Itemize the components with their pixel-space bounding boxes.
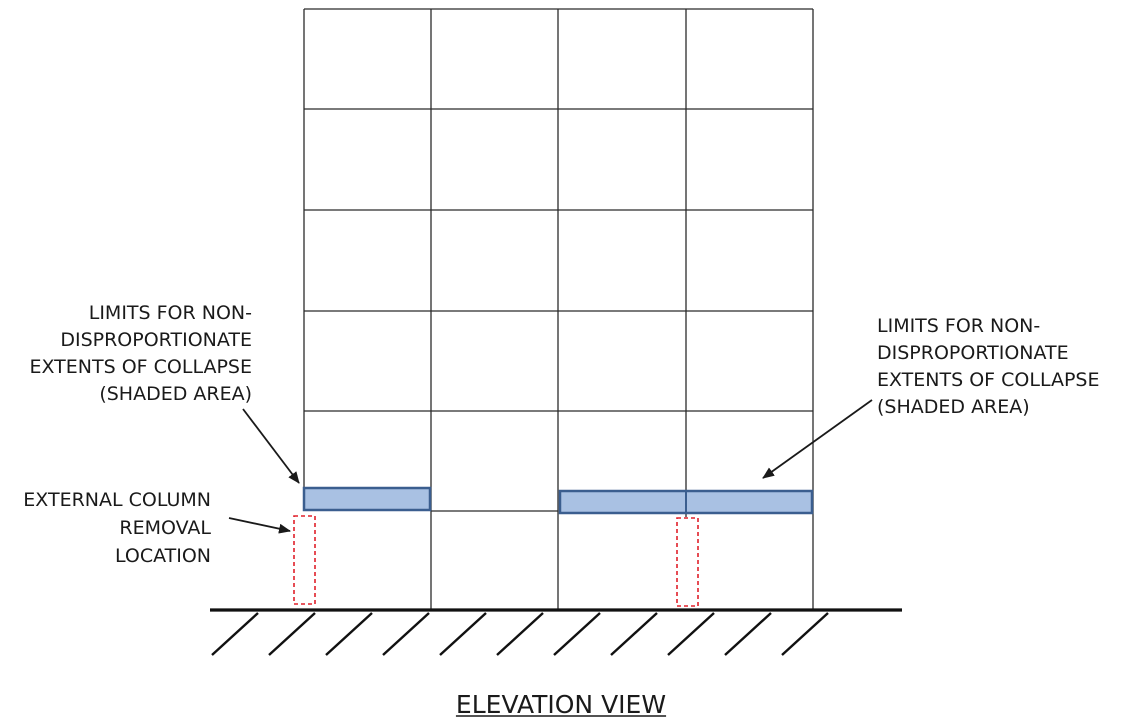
right-note-line-3: EXTENTS OF COLLAPSE: [877, 369, 1100, 391]
column-note-line-2: REMOVAL: [119, 517, 211, 539]
left-note-line-3: EXTENTS OF COLLAPSE: [30, 356, 253, 378]
left-note-line-4: (SHADED AREA): [99, 383, 252, 405]
ground-hatching: [211, 612, 829, 656]
ground-hatch-stroke: [268, 612, 316, 656]
ground-hatch-stroke: [325, 612, 373, 656]
ground-hatch-stroke: [610, 612, 658, 656]
left-note-line-2: DISPROPORTIONATE: [60, 329, 252, 351]
ground-hatch-stroke: [211, 612, 259, 656]
column-note-arrow: [228, 517, 291, 534]
building-frame: [303, 8, 814, 609]
column-note: EXTERNAL COLUMN REMOVAL LOCATION: [23, 489, 211, 567]
ground-hatch-stroke: [496, 612, 544, 656]
ground-hatch-stroke: [667, 612, 715, 656]
left-note: LIMITS FOR NON- DISPROPORTIONATE EXTENTS…: [30, 302, 253, 405]
ground-hatch-stroke: [724, 612, 772, 656]
ground-hatch-stroke: [439, 612, 487, 656]
right-note-line-2: DISPROPORTIONATE: [877, 342, 1069, 364]
diagram-title: ELEVATION VIEW: [456, 690, 666, 719]
removed-column-right: [676, 517, 699, 607]
right-note-arrow: [762, 399, 873, 479]
column-note-line-3: LOCATION: [115, 545, 211, 567]
ground-hatch-stroke: [553, 612, 601, 656]
left-note-line-1: LIMITS FOR NON-: [89, 302, 252, 324]
right-note-line-4: (SHADED AREA): [877, 396, 1030, 418]
right-note-line-1: LIMITS FOR NON-: [877, 315, 1040, 337]
ground-hatch-stroke: [781, 612, 829, 656]
left-note-arrow: [242, 408, 300, 484]
shaded-area-left: [302, 486, 432, 512]
ground-hatch-stroke: [382, 612, 430, 656]
column-note-line-1: EXTERNAL COLUMN: [23, 489, 211, 511]
removed-column-left: [293, 515, 316, 605]
right-note: LIMITS FOR NON- DISPROPORTIONATE EXTENTS…: [877, 315, 1100, 418]
